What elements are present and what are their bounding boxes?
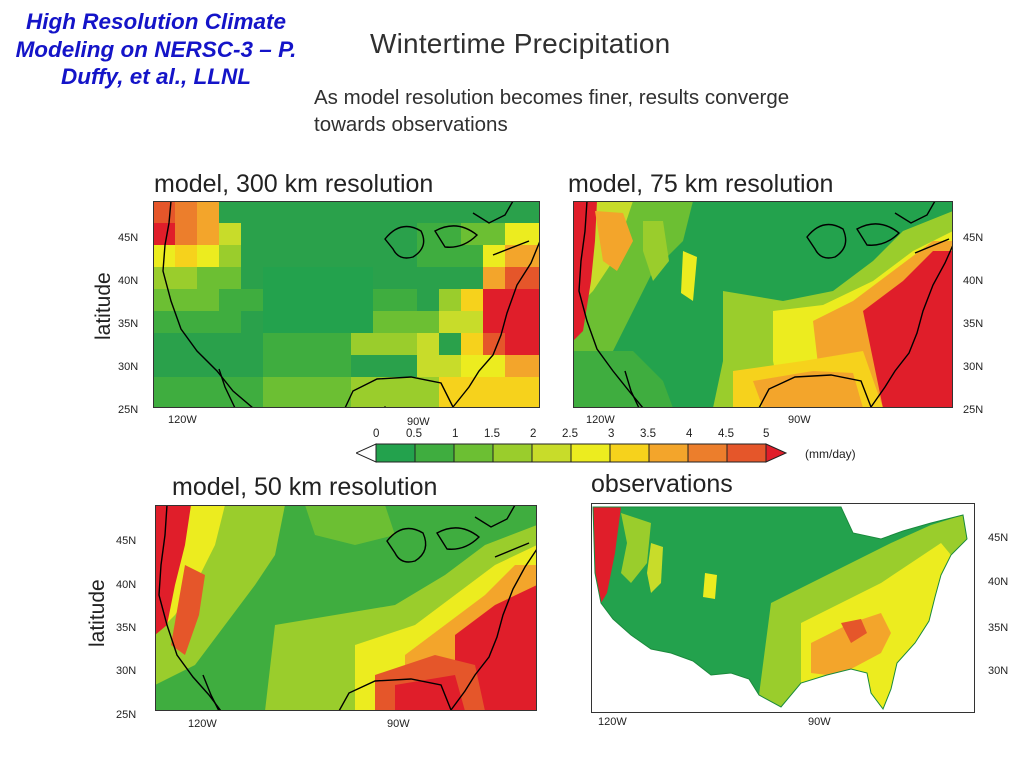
legend-swatch	[687, 443, 728, 463]
legend-under-arrow	[356, 443, 377, 463]
lat-tick-45n-right: 45N	[963, 232, 984, 244]
legend-tick-4.5: 4.5	[718, 428, 734, 440]
lon-tick-120w-obs: 120W	[598, 716, 627, 728]
legend-tick-1: 1	[452, 428, 459, 440]
legend-tick-2.5: 2.5	[562, 428, 578, 440]
legend-swatch	[375, 443, 416, 463]
lat-tick-25n: 25N	[118, 404, 139, 416]
lon-tick-120w-50km: 120W	[188, 718, 217, 730]
legend-swatch	[648, 443, 689, 463]
legend-tick-3.5: 3.5	[640, 428, 656, 440]
lat-tick-35n-obs: 35N	[988, 622, 1009, 634]
legend-tick-5: 5	[763, 428, 770, 440]
legend-tick-4: 4	[686, 428, 693, 440]
y-axis-label-50km: latitude	[86, 579, 109, 647]
lat-tick-30n-50km: 30N	[116, 665, 137, 677]
panel-title-observations: observations	[591, 470, 733, 498]
legend-tick-0: 0	[373, 428, 380, 440]
y-axis-label-300km: latitude	[92, 272, 115, 340]
lon-tick-90w-75km: 90W	[788, 414, 811, 426]
main-title: Wintertime Precipitation	[370, 28, 671, 59]
lon-tick-120w: 120W	[168, 414, 197, 426]
lat-tick-25n-right: 25N	[963, 404, 984, 416]
subtitle: As model resolution becomes finer, resul…	[314, 86, 790, 136]
lat-tick-30n-right: 30N	[963, 361, 984, 373]
precip-map-observations	[591, 503, 975, 713]
panel-title-50km: model, 50 km resolution	[172, 473, 438, 501]
precip-map-300km	[153, 201, 540, 408]
slide-title: High Resolution Climate Modeling on NERS…	[15, 9, 297, 89]
lat-tick-40n-obs: 40N	[988, 576, 1009, 588]
lon-tick-90w-50km: 90W	[387, 718, 410, 730]
lat-tick-35n-50km: 35N	[116, 622, 137, 634]
lat-tick-45n-50km: 45N	[116, 535, 137, 547]
legend-swatch	[414, 443, 455, 463]
legend-tick-2: 2	[530, 428, 537, 440]
panel-title-300km: model, 300 km resolution	[154, 170, 434, 198]
legend-tick-0.5: 0.5	[406, 428, 422, 440]
lat-tick-30n-obs: 30N	[988, 665, 1009, 677]
legend-over-arrow	[765, 443, 788, 463]
lat-tick-40n: 40N	[118, 275, 139, 287]
lat-tick-40n-50km: 40N	[116, 579, 137, 591]
legend-tick-1.5: 1.5	[484, 428, 500, 440]
lon-tick-120w-75km: 120W	[586, 414, 615, 426]
legend-swatch	[609, 443, 650, 463]
color-legend: 0 0.5 1 1.5 2 2.5 3 3.5 4 4.5 5	[356, 427, 796, 463]
lon-tick-90w-obs: 90W	[808, 716, 831, 728]
precip-map-50km	[155, 505, 537, 711]
lon-tick-90w: 90W	[407, 416, 430, 428]
legend-swatch	[453, 443, 494, 463]
legend-tick-3: 3	[608, 428, 615, 440]
lat-tick-35n: 35N	[118, 318, 139, 330]
legend-swatch	[531, 443, 572, 463]
legend-units: (mm/day)	[805, 447, 856, 461]
lat-tick-45n: 45N	[118, 232, 139, 244]
legend-swatch	[570, 443, 611, 463]
legend-swatch	[726, 443, 767, 463]
legend-swatch	[492, 443, 533, 463]
lat-tick-35n-right: 35N	[963, 318, 984, 330]
lat-tick-25n-50km: 25N	[116, 709, 137, 721]
lat-tick-45n-obs: 45N	[988, 532, 1009, 544]
panel-title-75km: model, 75 km resolution	[568, 170, 834, 198]
lat-tick-30n: 30N	[118, 361, 139, 373]
precip-map-75km	[573, 201, 953, 408]
lat-tick-40n-right: 40N	[963, 275, 984, 287]
